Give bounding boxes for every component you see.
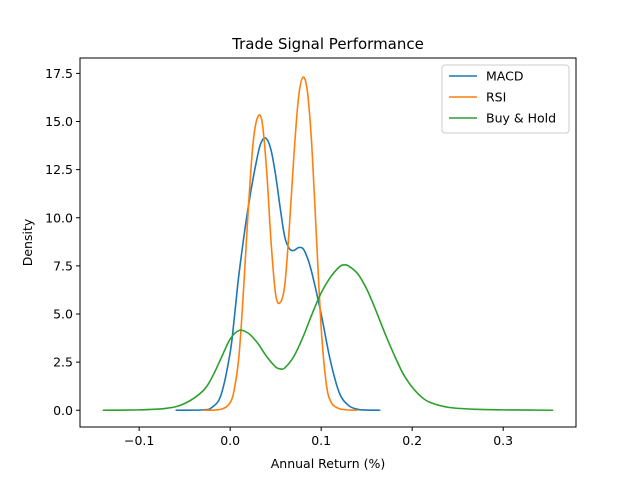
series-line-rsi [202,76,358,412]
y-tick-label: 7.5 [53,258,73,273]
y-tick-label: 12.5 [45,162,73,177]
y-tick-label: 17.5 [45,66,73,81]
y-axis-label: Density [20,218,35,266]
plot-frame [79,57,577,428]
series-line-buy-hold [102,263,554,412]
x-tick-label: 0.1 [311,433,331,448]
y-axis: 0.0 2.5 5.0 7.5 10.0 12.5 15.0 17.5 [45,66,80,418]
chart-title: Trade Signal Performance [231,35,424,53]
y-tick-label: 15.0 [45,114,73,129]
legend-box [441,64,570,134]
legend-entry-label: MACD [486,69,523,84]
x-tick-label: 0.0 [220,433,240,448]
y-tick-label: 2.5 [53,355,73,370]
x-axis: −0.1 0.0 0.1 0.2 0.3 [124,427,513,448]
x-axis-label: Annual Return (%) [271,456,386,471]
x-tick-label: 0.2 [402,433,422,448]
y-tick-label: 5.0 [53,307,73,322]
x-tick-label: 0.3 [493,433,513,448]
legend-entry-label: Buy & Hold [486,111,556,126]
series-layer [102,76,554,412]
series-line-macd [175,137,381,412]
y-tick-label: 0.0 [53,403,73,418]
y-tick-label: 10.0 [45,210,73,225]
legend: MACD RSI Buy & Hold [441,64,570,134]
x-tick-label: −0.1 [124,433,154,448]
legend-entry-label: RSI [486,90,506,105]
